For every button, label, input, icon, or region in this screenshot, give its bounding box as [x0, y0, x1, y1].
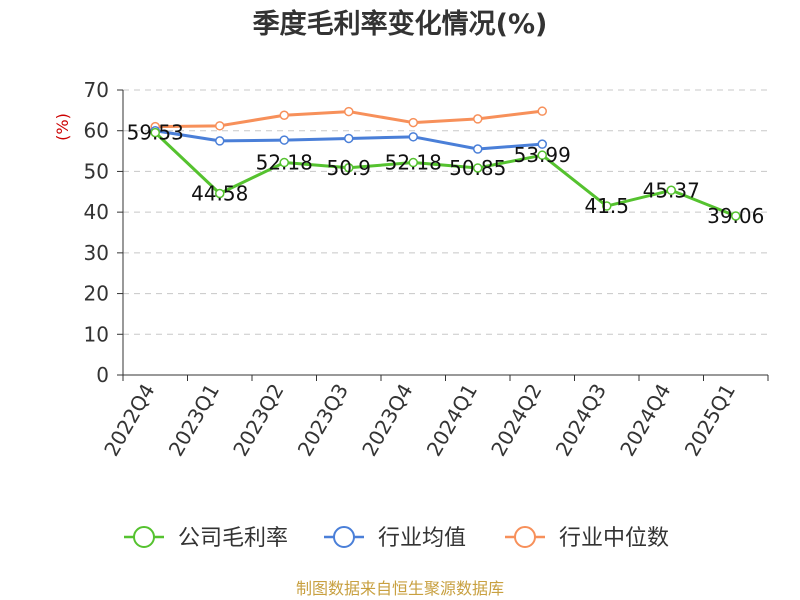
series-lines [150, 106, 741, 221]
data-point [473, 114, 483, 124]
x-tick-label: 2023Q1 [164, 380, 224, 461]
y-tick-label: 40 [84, 200, 109, 224]
y-tick-label: 50 [84, 159, 109, 183]
data-label: 53.99 [514, 143, 571, 167]
data-label: 45.37 [643, 178, 700, 202]
data-label: 50.9 [326, 156, 371, 180]
x-tick-label: 2024Q2 [486, 380, 546, 461]
data-label: 41.5 [584, 194, 629, 218]
x-tick-label: 2025Q1 [680, 380, 740, 461]
data-label: 52.18 [385, 151, 442, 175]
legend-item[interactable]: 行业中位数 [505, 526, 669, 551]
data-point [215, 136, 225, 146]
legend-swatch-marker [333, 526, 355, 548]
y-tick-label: 10 [84, 322, 109, 346]
data-point [537, 139, 547, 149]
legend-swatch-marker [514, 526, 536, 548]
data-label: 52.18 [256, 151, 313, 175]
y-tick-label: 20 [84, 282, 109, 306]
legend-label: 公司毛利率 [178, 526, 288, 551]
chart-title: 季度毛利率变化情况(%) [253, 8, 548, 40]
y-tick-label: 70 [84, 78, 109, 102]
data-label: 50.85 [449, 156, 506, 180]
data-point [150, 127, 160, 138]
data-point [408, 157, 418, 168]
y-axis-unit-label: (%) [53, 113, 72, 141]
grid-lines [123, 89, 768, 335]
x-tick-label: 2024Q1 [422, 380, 482, 461]
legend-item[interactable]: 公司毛利率 [124, 526, 288, 551]
x-tick-label: 2023Q4 [357, 380, 417, 461]
data-point [279, 157, 289, 168]
data-point [279, 135, 289, 145]
data-label: 39.06 [707, 204, 764, 228]
data-point [537, 150, 547, 160]
data-label: 59.53 [127, 121, 184, 145]
data-point [602, 201, 612, 211]
y-tick-label: 60 [84, 119, 109, 143]
legend-item[interactable]: 行业均值 [324, 526, 466, 551]
data-point [666, 185, 676, 196]
data-point [215, 188, 225, 199]
data-point [473, 163, 483, 173]
data-labels: 59.53 44.58 52.18 50.9 52.18 50.85 53.99 41.5 45… [127, 121, 765, 228]
legend-label: 行业中位数 [559, 526, 669, 551]
y-tick-label: 0 [96, 363, 109, 387]
legend[interactable]: 公司毛利率 行业均值 行业中位数 [124, 526, 669, 551]
legend-label: 行业均值 [378, 526, 466, 551]
x-tick-label: 2024Q3 [551, 380, 611, 461]
data-point [279, 110, 289, 120]
data-point [537, 106, 547, 116]
series-line [154, 131, 737, 218]
data-label: 44.58 [191, 181, 248, 205]
data-point [408, 132, 418, 142]
data-point [408, 117, 418, 128]
legend-swatch-marker [133, 526, 155, 548]
source-note: 制图数据来自恒生聚源数据库 [296, 579, 504, 598]
data-point [473, 144, 483, 154]
data-point [344, 133, 354, 144]
x-tick-label: 2024Q4 [615, 380, 675, 461]
x-tick-label: 2022Q4 [99, 380, 159, 461]
y-tick-label: 30 [84, 241, 109, 265]
x-tick-label: 2023Q3 [293, 380, 353, 461]
data-point [344, 106, 354, 117]
x-tick-label: 2023Q2 [228, 380, 288, 461]
data-point [215, 121, 225, 131]
data-point [731, 211, 741, 221]
data-point [344, 163, 354, 173]
